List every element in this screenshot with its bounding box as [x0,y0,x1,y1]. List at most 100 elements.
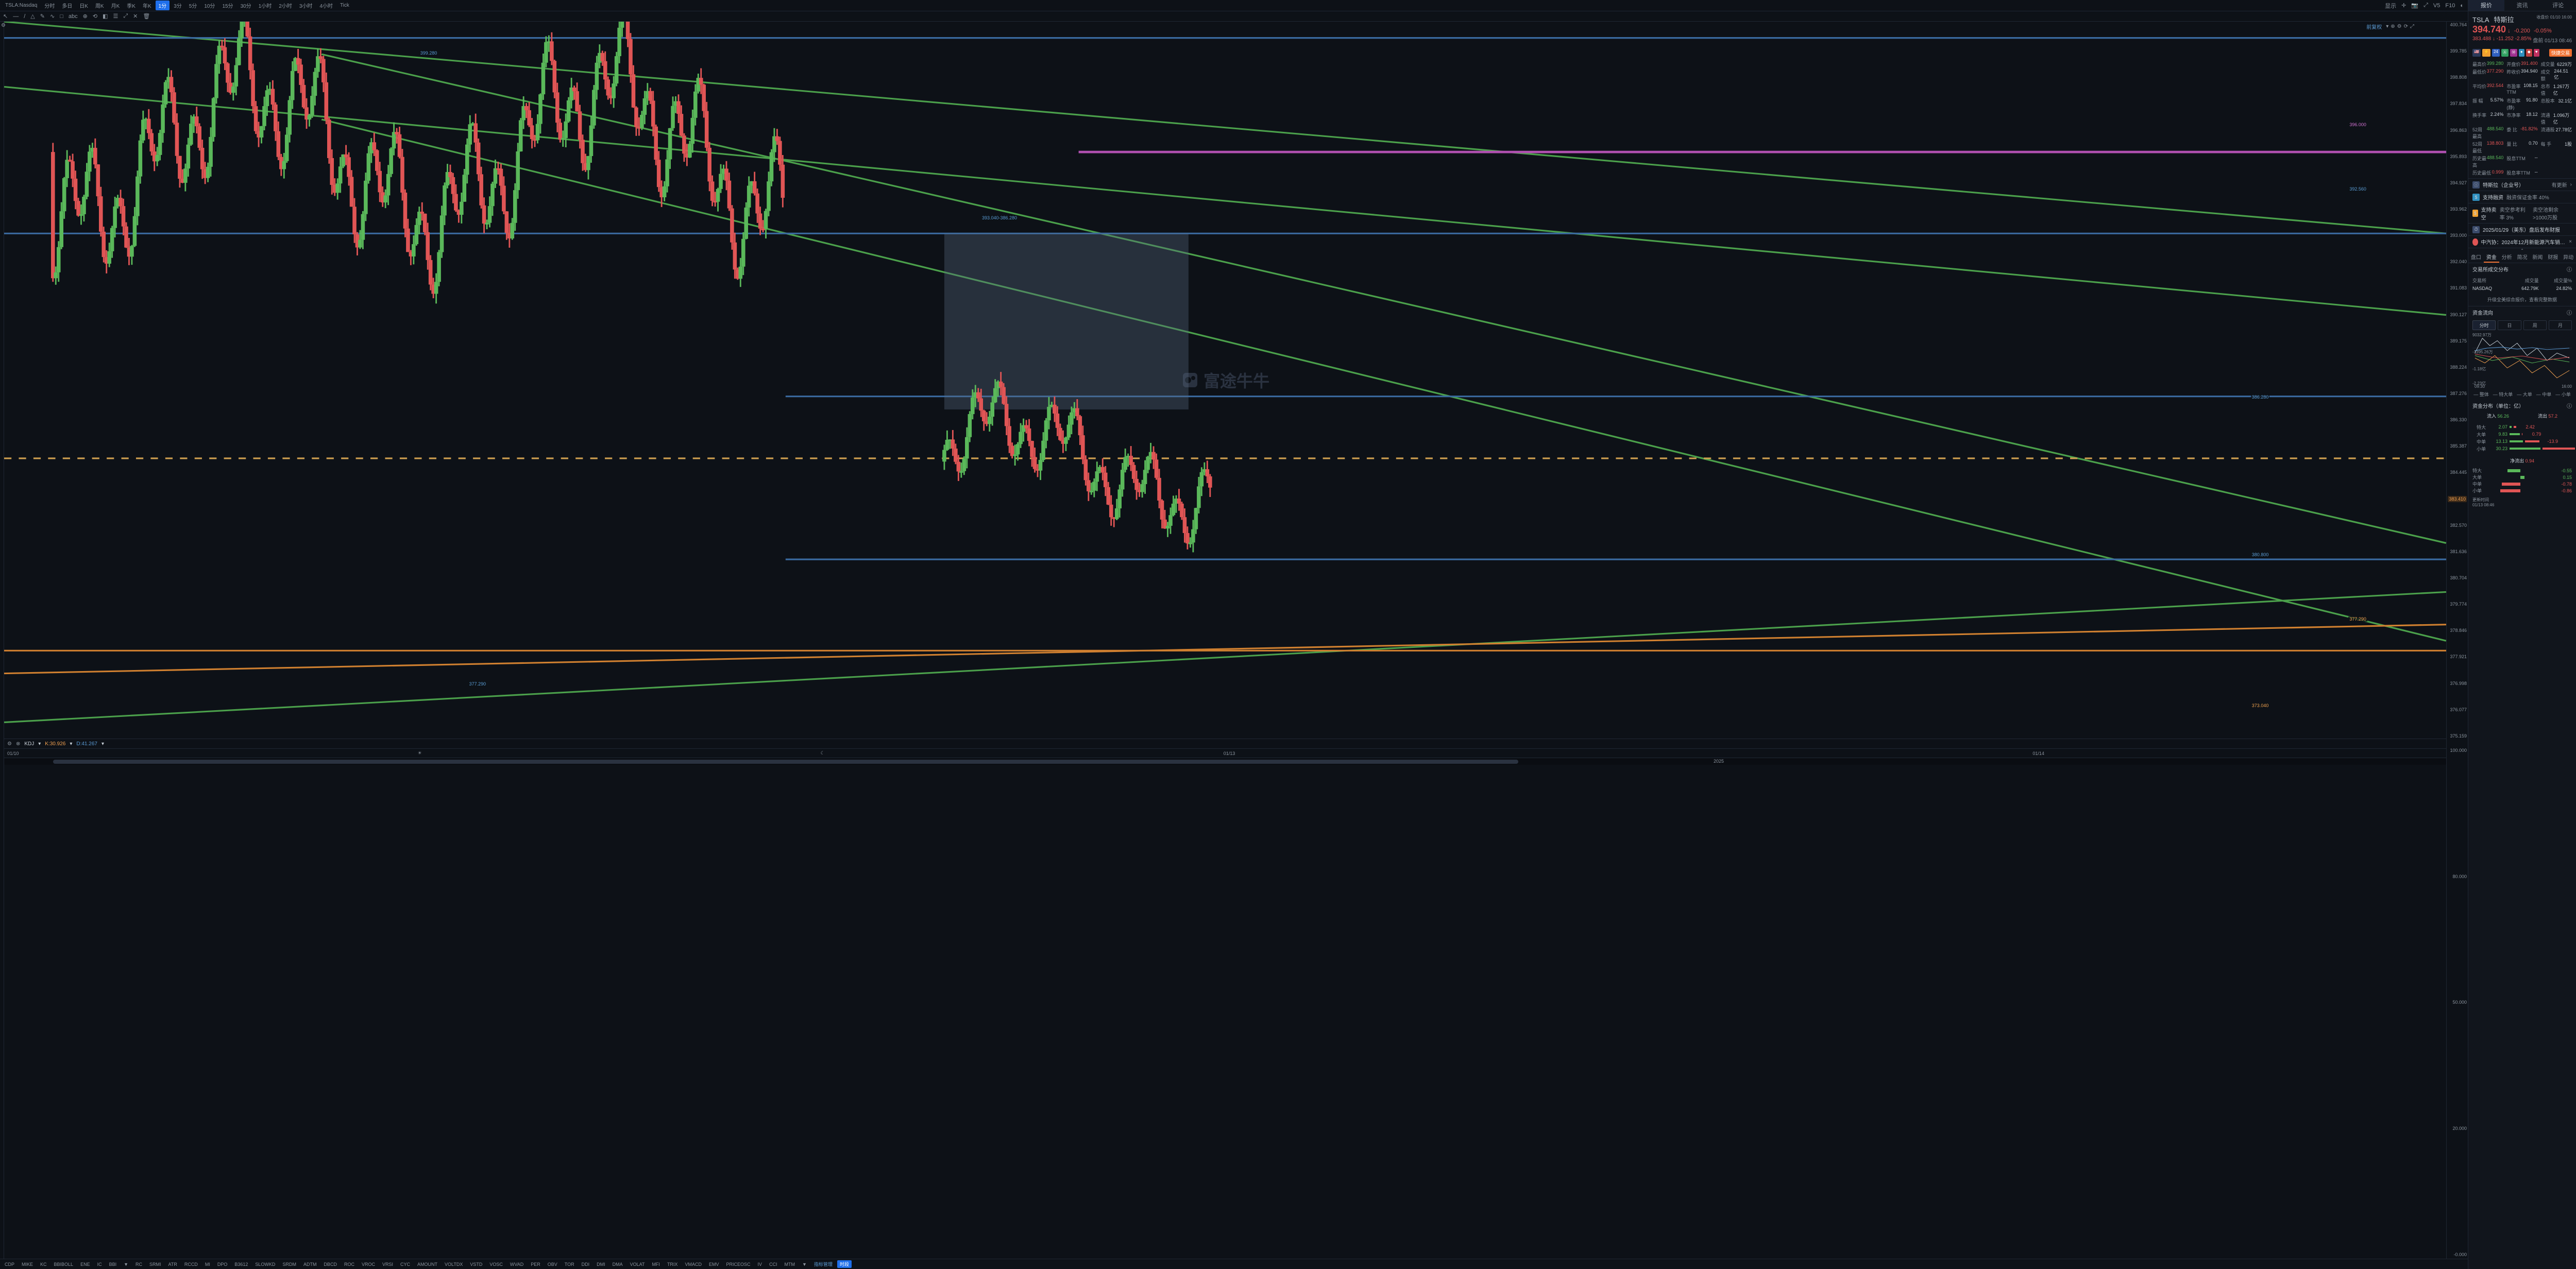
mid-tab-异动[interactable]: 异动 [2561,253,2576,263]
indicator-DDI[interactable]: DDI [579,1261,592,1267]
capital-flow-chart[interactable]: 9032.97万 -1395.26万 -1.18亿 -2.23亿 09:30 1… [2468,332,2576,389]
timeframe-日K[interactable]: 日K [76,1,91,10]
stock-badge[interactable]: ⚡ [2482,49,2490,57]
indicator-VROC[interactable]: VROC [359,1261,378,1267]
indicator-ROC[interactable]: ROC [342,1261,357,1267]
news-row[interactable]: 中汽协：2024年12月新能源汽车销量159.6万辆… × [2468,236,2576,248]
draw-tool-4[interactable]: ✎ [39,13,46,20]
indicator-KC[interactable]: KC [38,1261,49,1267]
timeframe-15分[interactable]: 15分 [219,1,236,10]
draw-tool-9[interactable]: ⟲ [92,13,98,20]
timeframe-月K[interactable]: 月K [108,1,123,10]
indicator-IC[interactable]: IC [95,1261,105,1267]
kdj-settings-icon[interactable]: ⚙ [7,741,12,747]
stock-badge[interactable]: Ⓐ [2501,49,2509,57]
mid-tab-资金[interactable]: 资金 [2484,253,2499,263]
indicator-DPO[interactable]: DPO [215,1261,230,1267]
chart-scrollbar[interactable]: 2025 [4,758,2446,765]
short-row[interactable]: $ 支持卖空 卖空参考利率 3% 卖空池剩余 >1000万股 [2468,203,2576,224]
indicator-PER[interactable]: PER [528,1261,543,1267]
camera-icon[interactable]: 📷 [2409,2,2420,9]
timeframe-3分[interactable]: 3分 [171,1,185,10]
indicator-period[interactable]: 时段 [837,1260,852,1268]
indicator-AMOUNT[interactable]: AMOUNT [415,1261,440,1267]
period-日[interactable]: 日 [2498,320,2521,330]
timeframe-季K[interactable]: 季K [124,1,139,10]
draw-tool-1[interactable]: — [12,13,20,20]
mid-tab-分析[interactable]: 分析 [2499,253,2515,263]
corporate-row[interactable]: ⓘ 特斯拉（企业号） 有更新 › [2468,179,2576,191]
draw-tool-0[interactable]: ↖ [2,13,9,20]
indicator-PRICEOSC[interactable]: PRICEOSC [723,1261,753,1267]
timeframe-4小时[interactable]: 4小时 [316,1,336,10]
stock-badge[interactable]: ◆ [2526,49,2532,57]
help-icon[interactable]: ⓘ [2567,402,2572,409]
draw-tool-2[interactable]: / [23,13,26,20]
draw-tool-10[interactable]: ◧ [101,13,109,20]
stock-badge[interactable]: 🇺🇸 [2472,49,2481,57]
indicator-ATR[interactable]: ATR [166,1261,180,1267]
timeframe-2小时[interactable]: 2小时 [276,1,295,10]
indicator-SRMI[interactable]: SRMI [147,1261,164,1267]
mid-tab-财报[interactable]: 财报 [2545,253,2561,263]
indicator-BBIBOLL[interactable]: BBIBOLL [52,1261,76,1267]
settings-gear-icon[interactable]: ⚙ [1,23,3,28]
mid-tab-简况[interactable]: 简况 [2515,253,2530,263]
period-分时[interactable]: 分时 [2472,320,2496,330]
timeframe-1小时[interactable]: 1小时 [256,1,275,10]
draw-tool-3[interactable]: △ [29,13,36,20]
v5-label[interactable]: V5 [2431,3,2442,9]
indicator-CYC[interactable]: CYC [398,1261,413,1267]
timeframe-5分[interactable]: 5分 [186,1,200,10]
timeframe-周K[interactable]: 周K [92,1,107,10]
timeframe-30分[interactable]: 30分 [238,1,255,10]
indicator-WVAD[interactable]: WVAD [507,1261,526,1267]
indicator-B3612[interactable]: B3612 [232,1261,250,1267]
draw-tool-12[interactable]: ⤢ [122,13,129,20]
timeframe-Tick[interactable]: Tick [337,2,352,9]
help-icon[interactable]: ⓘ [2567,308,2572,316]
indicator-VOLAT[interactable]: VOLAT [628,1261,648,1267]
theme-toggle-icon[interactable]: ◐ [2458,3,2466,9]
earnings-row[interactable]: ⏱ 2025/01/29（美东）盘后发布财报 [2468,224,2576,236]
indicator-VRSI[interactable]: VRSI [380,1261,396,1267]
indicator-VOLTDX[interactable]: VOLTDX [442,1261,465,1267]
indicator-SRDM[interactable]: SRDM [280,1261,299,1267]
kdj-name[interactable]: KDJ [24,741,34,747]
draw-tool-14[interactable]: 🗑 [142,13,151,20]
indicator-RC[interactable]: RC [133,1261,145,1267]
period-周[interactable]: 周 [2523,320,2547,330]
indicator-MIKE[interactable]: MIKE [19,1261,36,1267]
indicator-IV[interactable]: IV [755,1261,765,1267]
indicator-CDP[interactable]: CDP [2,1261,17,1267]
expand-icon[interactable]: ⤢ [2421,2,2430,9]
indicator-VSTD[interactable]: VSTD [467,1261,485,1267]
indicator-BBI[interactable]: BBI [107,1261,120,1267]
timeframe-1分[interactable]: 1分 [156,1,170,10]
indicator-MFI[interactable]: MFI [649,1261,663,1267]
indicator-▼[interactable]: ▼ [800,1261,809,1267]
indicator-MI[interactable]: MI [202,1261,213,1267]
indicator-CCI[interactable]: CCI [767,1261,780,1267]
draw-tool-6[interactable]: □ [59,13,64,20]
indicator-RCCD[interactable]: RCCD [182,1261,200,1267]
indicator-manage[interactable]: 指标管理 [811,1260,835,1268]
draw-tool-11[interactable]: ☰ [112,13,119,20]
draw-tool-7[interactable]: abc [67,13,79,20]
indicator-EMV[interactable]: EMV [706,1261,722,1267]
symbol-label[interactable]: TSLA:Nasdaq [2,3,40,8]
stock-badge[interactable]: Ⓜ [2510,49,2517,57]
indicator-DMA[interactable]: DMA [610,1261,625,1267]
chart-main[interactable]: 前复权 ▾⊕⚙⟳⤢ 富途牛牛 [4,22,2446,1259]
indicator-ADTM[interactable]: ADTM [301,1261,319,1267]
indicator-TRIX[interactable]: TRIX [665,1261,681,1267]
timeframe-10分[interactable]: 10分 [201,1,218,10]
indicator-OBV[interactable]: OBV [545,1261,560,1267]
stock-badge[interactable]: 24 [2492,49,2500,57]
stock-badge[interactable]: ● [2519,49,2524,57]
kdj-close-icon[interactable]: ⊗ [16,741,20,747]
indicator-MTM[interactable]: MTM [782,1261,798,1267]
mid-tab-盘口[interactable]: 盘口 [2468,253,2484,263]
upgrade-note[interactable]: 升级全美综合报价，查看完整数据 [2468,293,2576,306]
mid-tab-新闻[interactable]: 新闻 [2530,253,2545,263]
